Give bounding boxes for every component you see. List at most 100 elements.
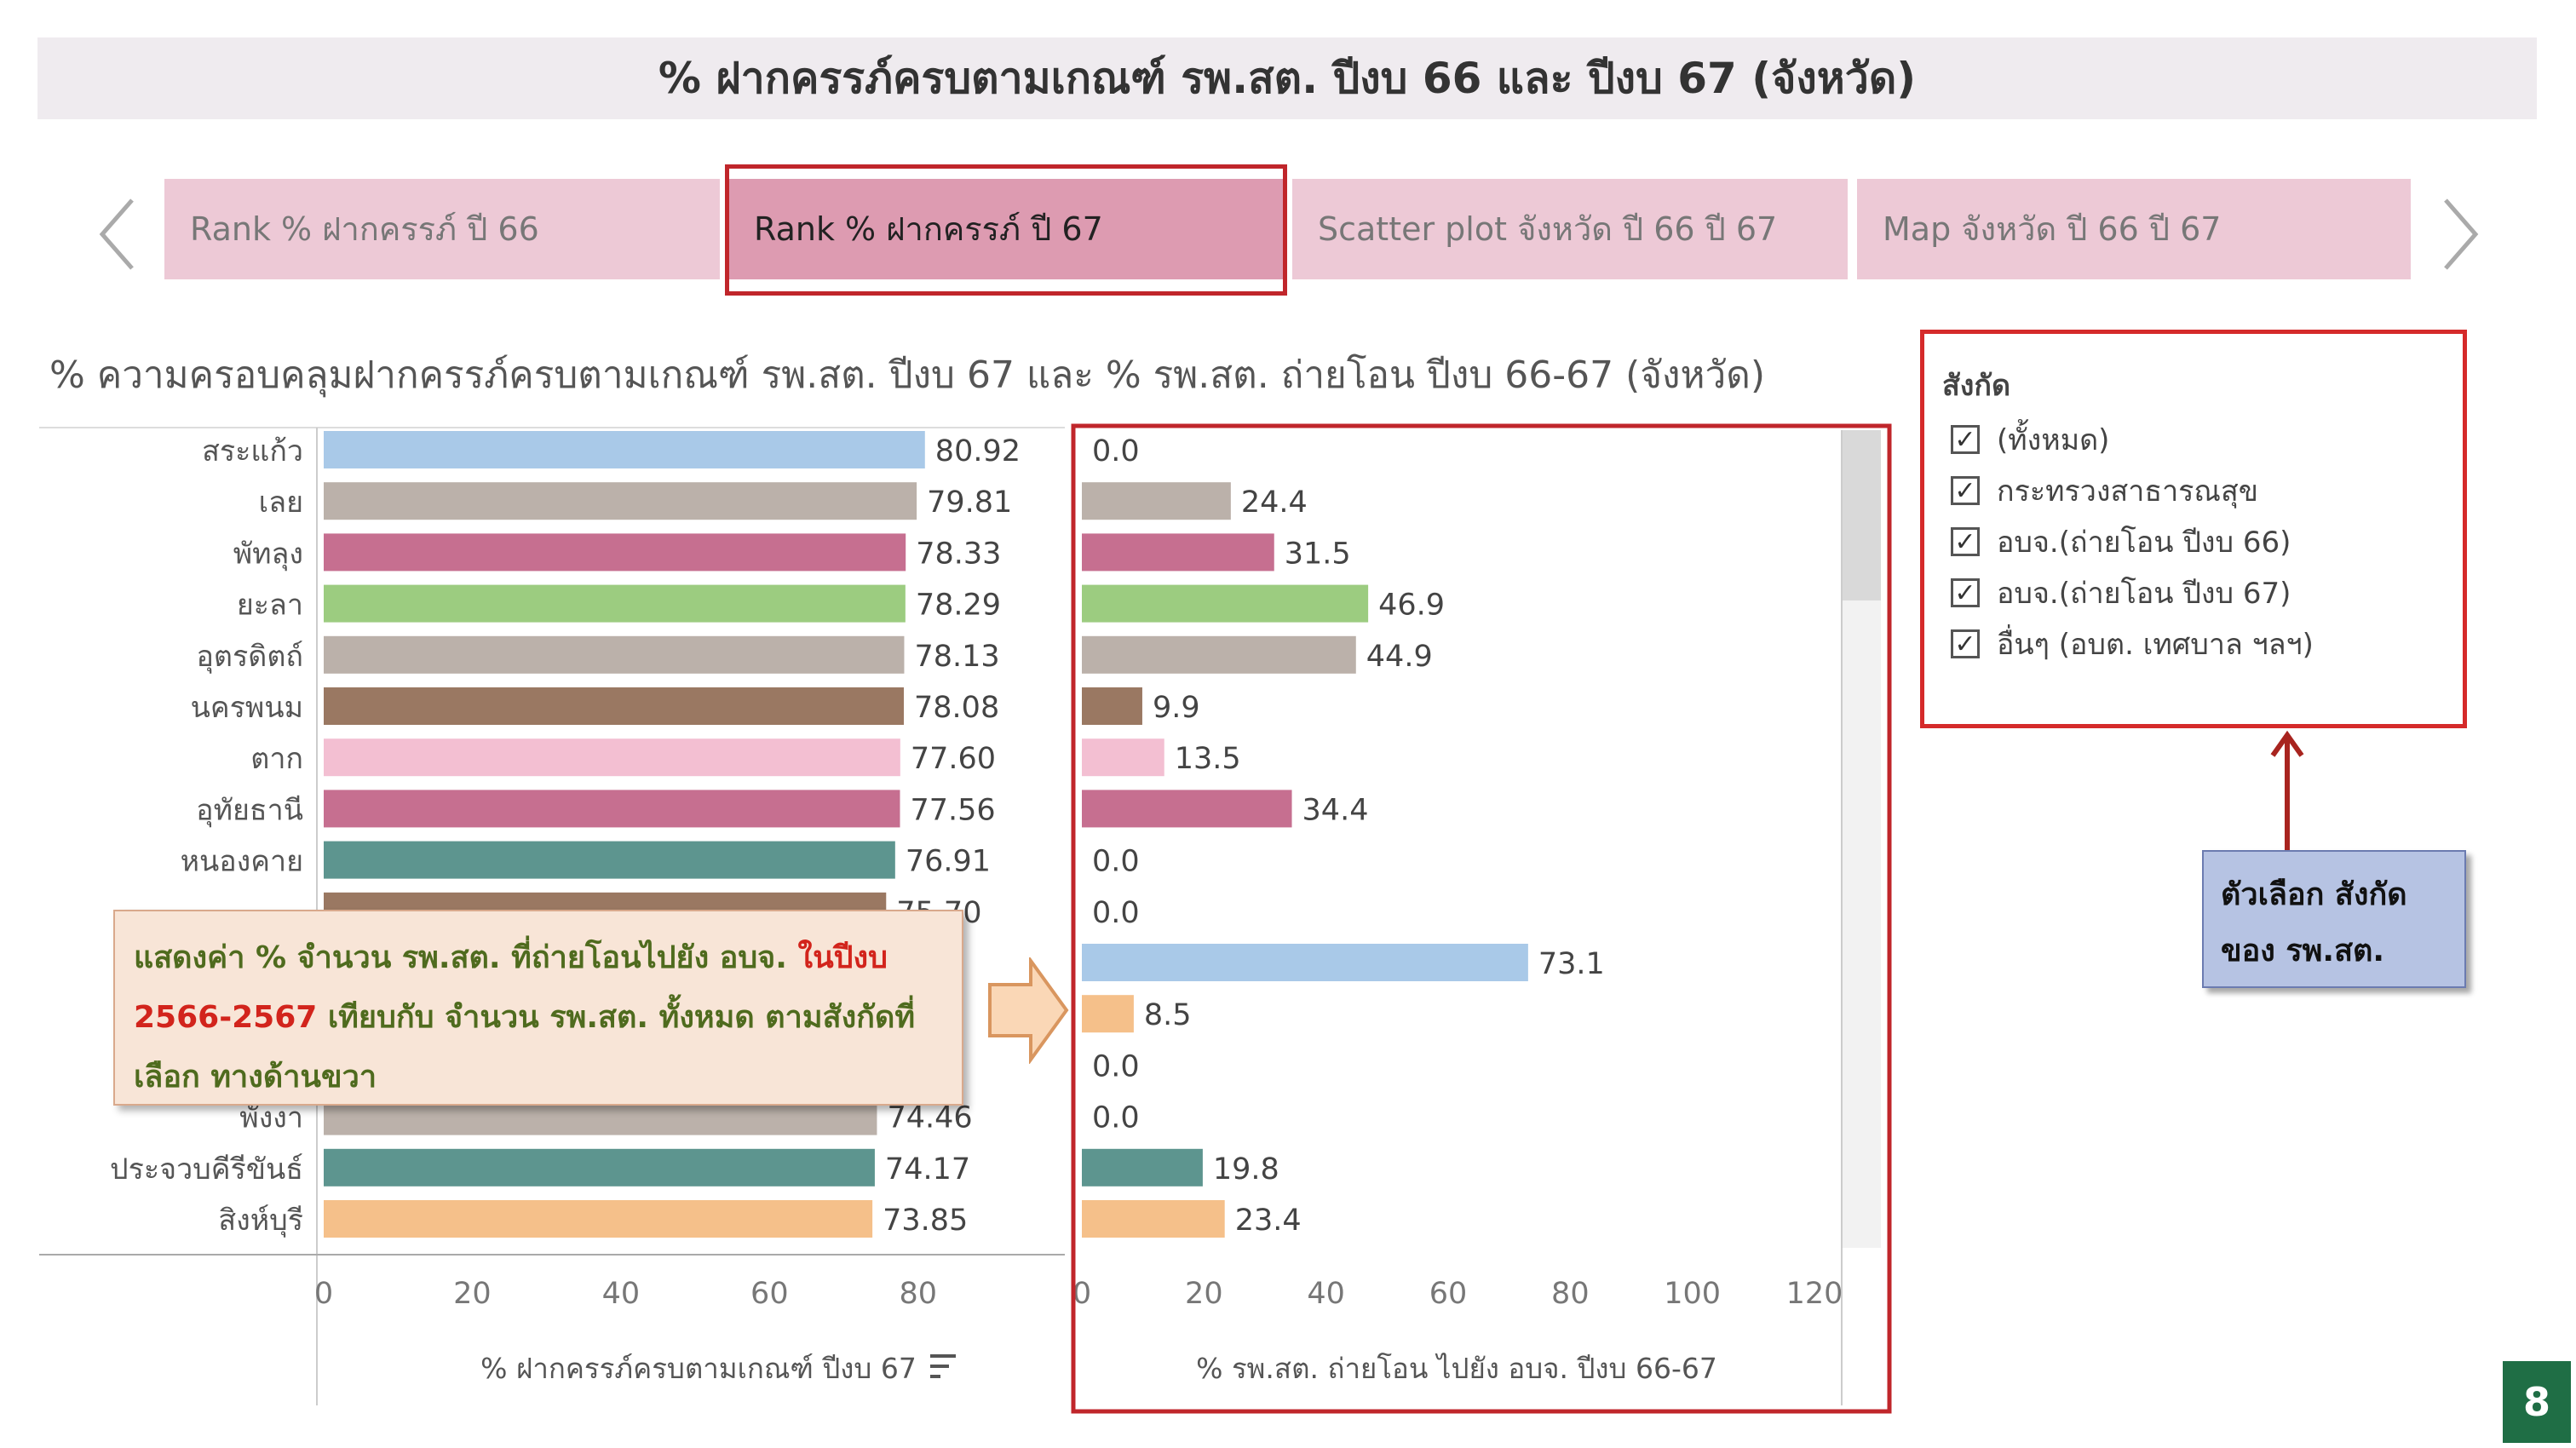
tab-rank-67[interactable]: Rank % ฝากครรภ์ ปี 67 bbox=[728, 179, 1284, 279]
bar-value-label: 8.5 bbox=[1144, 998, 1192, 1032]
bar-value-label: 9.9 bbox=[1153, 691, 1200, 725]
category-label: นครพนม bbox=[191, 691, 303, 725]
bar bbox=[1082, 687, 1142, 725]
bar bbox=[1082, 533, 1274, 572]
bar-value-label: 78.13 bbox=[914, 640, 999, 674]
tab-map[interactable]: Map จังหวัด ปี 66 ปี 67 bbox=[1857, 179, 2411, 279]
right-chart-highlight-frame bbox=[1071, 423, 1892, 1414]
filter-item-moph[interactable]: ✓ กระทรวงสาธารณสุข bbox=[1951, 468, 2258, 513]
x-tick-label: 80 bbox=[1551, 1277, 1590, 1311]
bar bbox=[1082, 482, 1231, 520]
x-tick-label: 0 bbox=[314, 1277, 333, 1311]
bar-value-label: 34.4 bbox=[1302, 793, 1369, 827]
x-tick-label: 80 bbox=[900, 1277, 938, 1311]
category-label: อุทัยธานี bbox=[196, 793, 303, 827]
filter-item-pao-66[interactable]: ✓ อบจ.(ถ่ายโอน ปีงบ 66) bbox=[1951, 520, 2291, 564]
x-tick-label: 40 bbox=[1307, 1277, 1345, 1311]
bar-value-label: 24.4 bbox=[1241, 486, 1308, 520]
checkbox-icon[interactable]: ✓ bbox=[1951, 629, 1980, 659]
filter-title: สังกัด bbox=[1942, 369, 2011, 403]
x-tick-label: 40 bbox=[602, 1277, 641, 1311]
x-axis-title: % รพ.สต. ถ่ายโอน ไปยัง อบจ. ปีงบ 66-67 bbox=[1196, 1352, 1717, 1385]
category-label: เลย bbox=[259, 486, 303, 520]
x-tick-label: 20 bbox=[1185, 1277, 1223, 1311]
bar-value-label: 73.85 bbox=[883, 1204, 968, 1238]
bar-value-label: 23.4 bbox=[1235, 1204, 1302, 1238]
category-label: หนองคาย bbox=[181, 845, 303, 879]
bar-value-label: 46.9 bbox=[1378, 589, 1445, 623]
page-title: % ฝากครรภ์ครบตามเกณฑ์ รพ.สต. ปีงบ 66 และ… bbox=[658, 54, 1917, 103]
bar bbox=[324, 482, 917, 520]
bar bbox=[324, 635, 905, 674]
x-axis-title: % ฝากครรภ์ครบตามเกณฑ์ ปีงบ 67 bbox=[480, 1352, 917, 1385]
filter-label: อื่นๆ (อบต. เทศบาล ฯลฯ) bbox=[1997, 628, 2314, 662]
x-tick-label: 60 bbox=[1429, 1277, 1468, 1311]
chart-title: % ความครอบคลุมฝากครรภ์ครบตามเกณฑ์ รพ.สต.… bbox=[49, 353, 1765, 397]
filter-label: (ทั้งหมด) bbox=[1997, 423, 2110, 457]
bar bbox=[324, 738, 900, 777]
checkbox-icon[interactable]: ✓ bbox=[1951, 425, 1980, 455]
x-tick-label: 100 bbox=[1664, 1277, 1721, 1311]
category-label: ยะลา bbox=[237, 589, 303, 623]
bar-value-label: 80.92 bbox=[935, 434, 1021, 468]
bar bbox=[1082, 1200, 1225, 1238]
tab-scatter-plot[interactable]: Scatter plot จังหวัด ปี 66 ปี 67 bbox=[1292, 179, 1848, 279]
bar bbox=[1082, 995, 1134, 1033]
filter-callout-text: ตัวเลือก สังกัด ของ รพ.สต. bbox=[2221, 867, 2447, 980]
filter-callout-line2: ของ รพ.สต. bbox=[2221, 934, 2385, 968]
category-label: พังงา bbox=[239, 1101, 303, 1135]
x-tick-label: 20 bbox=[453, 1277, 492, 1311]
tab-rank-66[interactable]: Rank % ฝากครรภ์ ปี 66 bbox=[164, 179, 720, 279]
bar bbox=[1082, 790, 1292, 828]
bar-value-label: 78.33 bbox=[916, 537, 1001, 571]
bar-value-label: 0.0 bbox=[1092, 845, 1140, 879]
bar bbox=[324, 687, 905, 725]
checkbox-icon[interactable]: ✓ bbox=[1951, 476, 1980, 506]
bar-value-label: 77.60 bbox=[911, 742, 996, 776]
chevron-left-icon[interactable] bbox=[94, 192, 145, 277]
bar-value-label: 74.46 bbox=[887, 1101, 972, 1135]
category-label: สระแก้ว bbox=[202, 434, 303, 468]
arrow-right-icon bbox=[988, 957, 1069, 1064]
note-text-part3: เทียบกับ จำนวน รพ.สต. ทั้งหมด ตามสังกัดท… bbox=[134, 1000, 916, 1095]
filter-label: กระทรวงสาธารณสุข bbox=[1997, 474, 2258, 509]
bar-value-label: 0.0 bbox=[1092, 434, 1140, 468]
category-label: พัทลุง bbox=[233, 537, 303, 571]
x-tick-label: 120 bbox=[1786, 1277, 1843, 1311]
filter-panel bbox=[1920, 330, 2467, 728]
page-number: 8 bbox=[2503, 1361, 2571, 1443]
bar-value-label: 74.17 bbox=[885, 1152, 970, 1187]
filter-callout: ตัวเลือก สังกัด ของ รพ.สต. bbox=[2202, 850, 2466, 988]
category-label: ประจวบคีรีขันธ์ bbox=[110, 1152, 303, 1187]
right-bar-chart: 0.0 24.4 31.5 46.9 44.9 9.9 13.5 34.4 0.0 0.0 73.1… bbox=[1071, 423, 1892, 1414]
category-label: สิงห์บุรี bbox=[218, 1204, 303, 1238]
filter-item-pao-67[interactable]: ✓ อบจ.(ถ่ายโอน ปีงบ 67) bbox=[1951, 571, 2291, 615]
x-tick-label: 60 bbox=[750, 1277, 789, 1311]
note-text: แสดงค่า % จำนวน รพ.สต. ที่ถ่ายโอนไปยัง อ… bbox=[134, 928, 943, 1107]
filter-item-all[interactable]: ✓ (ทั้งหมด) bbox=[1951, 417, 2109, 462]
bar bbox=[1082, 1148, 1203, 1187]
checkbox-icon[interactable]: ✓ bbox=[1951, 578, 1980, 608]
bar bbox=[324, 841, 895, 879]
filter-item-other[interactable]: ✓ อื่นๆ (อบต. เทศบาล ฯลฯ) bbox=[1951, 622, 2314, 666]
bar bbox=[324, 790, 900, 828]
bar-value-label: 78.08 bbox=[914, 691, 999, 725]
bar-value-label: 76.91 bbox=[906, 845, 991, 879]
bar-value-label: 19.8 bbox=[1213, 1152, 1279, 1187]
bar bbox=[1082, 944, 1528, 981]
checkbox-icon[interactable]: ✓ bbox=[1951, 527, 1980, 557]
bar bbox=[324, 533, 906, 572]
note-box: แสดงค่า % จำนวน รพ.สต. ที่ถ่ายโอนไปยัง อ… bbox=[113, 910, 963, 1106]
bar-value-label: 13.5 bbox=[1175, 742, 1241, 776]
x-tick-label: 0 bbox=[1072, 1277, 1091, 1311]
bar-value-label: 77.56 bbox=[910, 793, 995, 827]
bar bbox=[324, 431, 925, 468]
bar-value-label: 0.0 bbox=[1092, 896, 1140, 930]
bar bbox=[324, 1200, 873, 1238]
arrow-up-icon bbox=[2270, 730, 2304, 852]
note-text-highlight: ในปีงบ 2566-2567 bbox=[134, 940, 888, 1035]
filter-callout-line1: ตัวเลือก สังกัด bbox=[2221, 877, 2407, 912]
category-label: อุตรดิตถ์ bbox=[196, 640, 303, 674]
chevron-right-icon[interactable] bbox=[2433, 192, 2484, 277]
bar bbox=[1082, 738, 1164, 777]
